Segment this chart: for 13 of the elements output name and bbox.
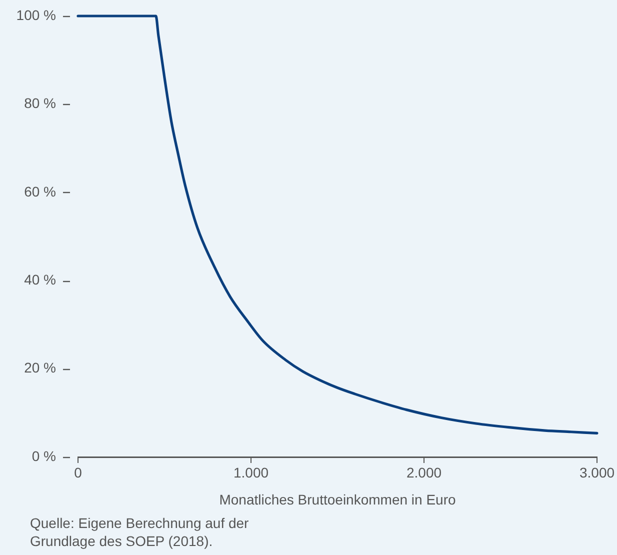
y-tick-label: 40 %	[24, 271, 56, 288]
x-tick-label: 3.000	[579, 464, 615, 480]
y-tick-label: 100 %	[16, 6, 56, 23]
x-tick-label: 0	[74, 464, 82, 480]
x-tick-label: 2.000	[406, 464, 442, 480]
y-tick-label: 60 %	[24, 183, 56, 200]
source-note: Quelle: Eigene Berechnung auf der Grundlage des SOEP (2018).	[30, 514, 250, 550]
x-axis-title: Monatliches Bruttoeinkommen in Euro	[219, 491, 456, 508]
y-tick-label: 80 %	[24, 95, 56, 112]
x-tick-label: 1.000	[233, 464, 269, 480]
y-tick-label: 0 %	[32, 448, 56, 464]
line-series	[76, 14, 598, 434]
y-tick-label: 20 %	[24, 360, 56, 376]
